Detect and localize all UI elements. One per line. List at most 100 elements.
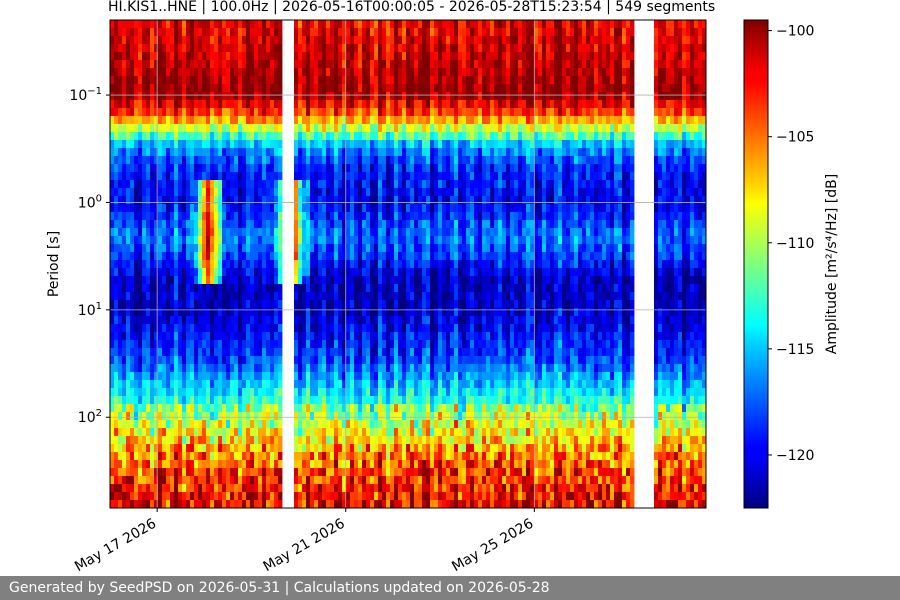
heatmap-cell [182,284,187,293]
heatmap-cell [342,364,347,373]
heatmap-cell [182,36,187,45]
heatmap-cell [410,460,415,469]
heatmap-cell [174,204,179,213]
heatmap-cell [226,484,231,493]
heatmap-cell [330,380,335,389]
heatmap-cell [198,276,203,285]
heatmap-cell [234,140,239,149]
heatmap-cell [406,444,411,453]
heatmap-cell [398,260,403,269]
heatmap-cell [242,364,247,373]
heatmap-cell [110,380,115,389]
heatmap-cell [166,36,171,45]
heatmap-cell [318,164,323,173]
heatmap-cell [238,212,243,221]
heatmap-cell [382,316,387,325]
heatmap-cell [218,212,223,221]
heatmap-cell [390,92,395,101]
heatmap-cell [130,468,135,477]
heatmap-cell [446,292,451,301]
heatmap-cell [218,28,223,37]
heatmap-cell [270,356,275,365]
heatmap-cell [134,428,139,437]
heatmap-cell [190,36,195,45]
heatmap-cell [210,84,215,93]
heatmap-cell [234,156,239,165]
heatmap-cell [118,20,123,29]
heatmap-cell [178,460,183,469]
heatmap-cell [362,156,367,165]
heatmap-cell [182,356,187,365]
heatmap-cell [134,212,139,221]
heatmap-cell [226,380,231,389]
heatmap-cell [382,36,387,45]
heatmap-cell [234,124,239,133]
heatmap-cell [298,236,303,245]
heatmap-cell [342,332,347,341]
heatmap-cell [438,244,443,253]
heatmap-cell [218,420,223,429]
heatmap-cell [358,220,363,229]
heatmap-cell [350,236,355,245]
heatmap-cell [334,428,339,437]
heatmap-cell [350,52,355,61]
heatmap-cell [154,332,159,341]
heatmap-cell [414,372,419,381]
heatmap-cell [170,452,175,461]
heatmap-cell [274,380,279,389]
heatmap-cell [222,148,227,157]
heatmap-cell [346,196,351,205]
heatmap-cell [234,76,239,85]
heatmap-cell [278,276,283,285]
heatmap-cell [278,444,283,453]
heatmap-cell [154,452,159,461]
heatmap-cell [186,244,191,253]
heatmap-cell [398,60,403,69]
heatmap-cell [362,364,367,373]
heatmap-cell [362,20,367,29]
heatmap-cell [338,156,343,165]
heatmap-cell [442,492,447,501]
heatmap-cell [250,436,255,445]
heatmap-cell [330,60,335,69]
heatmap-cell [170,148,175,157]
heatmap-cell [346,108,351,117]
heatmap-cell [370,284,375,293]
heatmap-cell [162,108,167,117]
heatmap-cell [334,164,339,173]
heatmap-cell [266,244,271,253]
heatmap-cell [322,68,327,77]
heatmap-cell [434,300,439,309]
heatmap-cell [226,188,231,197]
heatmap-cell [246,236,251,245]
heatmap-cell [278,412,283,421]
heatmap-cell [206,180,211,189]
heatmap-cell [318,372,323,381]
heatmap-cell [330,68,335,77]
heatmap-cell [438,100,443,109]
heatmap-cell [318,28,323,37]
heatmap-cell [390,244,395,253]
heatmap-cell [342,468,347,477]
heatmap-cell [218,340,223,349]
heatmap-cell [410,252,415,261]
heatmap-cell [338,428,343,437]
heatmap-cell [118,124,123,133]
heatmap-cell [430,76,435,85]
heatmap-cell [402,76,407,85]
heatmap-cell [266,124,271,133]
heatmap-cell [178,220,183,229]
heatmap-cell [390,260,395,269]
heatmap-cell [414,76,419,85]
heatmap-cell [398,228,403,237]
heatmap-cell [318,84,323,93]
heatmap-cell [190,356,195,365]
heatmap-cell [294,292,299,301]
heatmap-cell [398,220,403,229]
heatmap-cell [370,140,375,149]
heatmap-cell [434,388,439,397]
heatmap-cell [438,292,443,301]
heatmap-cell [174,156,179,165]
heatmap-cell [186,316,191,325]
heatmap-cell [426,204,431,213]
